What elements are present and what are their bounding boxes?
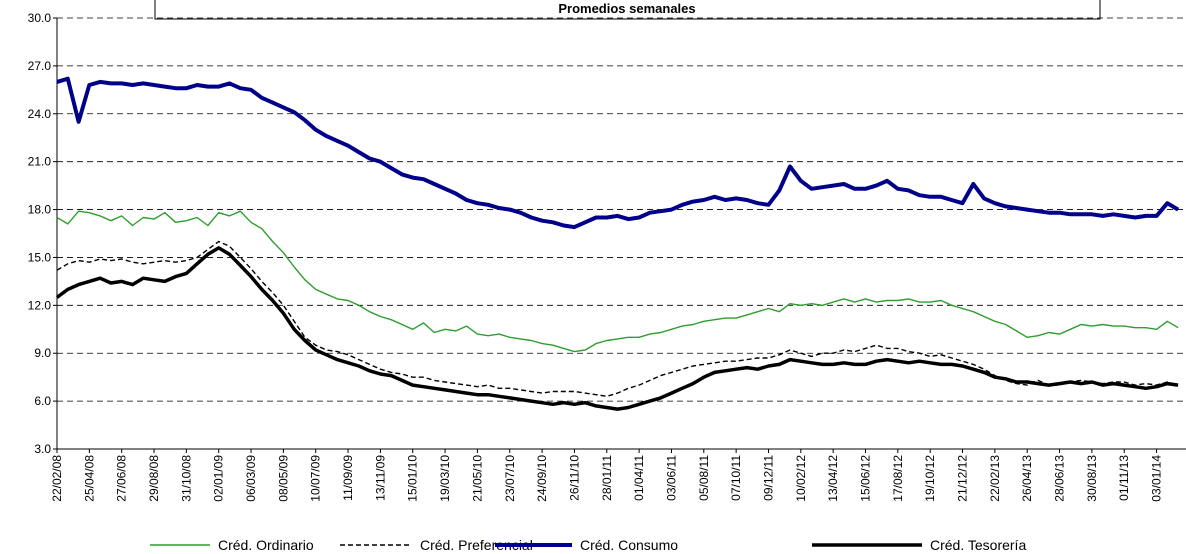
x-tick-label: 02/01/09 (212, 455, 226, 502)
x-tick-label: 15/06/12 (859, 455, 873, 502)
legend-label: Créd. Tesorería (930, 537, 1026, 553)
series-line (55, 246, 1179, 411)
x-tick-label: 31/10/08 (179, 455, 193, 502)
x-tick-label: 29/08/08 (147, 455, 161, 502)
series-line (56, 76, 1180, 230)
x-tick-label: 25/04/08 (82, 455, 96, 502)
x-tick-label: 01/04/11 (632, 455, 646, 501)
x-tick-label: 07/10/11 (729, 455, 743, 501)
x-tick-label: 26/04/13 (1020, 455, 1034, 502)
x-tick-label: 09/12/11 (761, 455, 775, 501)
x-tick-label: 08/05/09 (276, 455, 290, 502)
legend-label: Créd. Consumo (580, 537, 678, 553)
y-tick-label: 15.0 (28, 250, 52, 264)
legend-label: Créd. Ordinario (218, 537, 314, 553)
x-tick-label: 21/05/10 (470, 455, 484, 502)
x-tick-label: 26/11/10 (567, 455, 581, 501)
chart-title: Promedios semanales (558, 1, 695, 16)
series-line (56, 240, 1179, 397)
legend-label: Créd. Preferencial (420, 537, 533, 553)
y-tick-label: 18.0 (28, 203, 52, 217)
x-tick-label: 13/11/09 (373, 455, 387, 501)
x-tick-label: 15/01/10 (406, 455, 420, 502)
x-tick-label: 22/02/13 (988, 455, 1002, 502)
x-tick-label: 27/06/08 (115, 455, 129, 502)
x-tick-label: 23/07/10 (503, 455, 517, 502)
x-tick-label: 17/08/12 (891, 455, 905, 502)
y-tick-label: 30.0 (28, 11, 52, 25)
y-tick-label: 21.0 (28, 155, 52, 169)
x-tick-label: 11/09/09 (341, 455, 355, 501)
y-tick-label: 3.0 (34, 442, 51, 456)
y-tick-label: 12.0 (28, 298, 52, 312)
x-tick-label: 13/04/12 (826, 455, 840, 502)
x-tick-label: 03/01/14 (1150, 455, 1164, 502)
x-tick-label: 21/12/12 (956, 455, 970, 502)
y-tick-label: 27.0 (28, 59, 52, 73)
x-tick-label: 30/08/13 (1085, 455, 1099, 502)
y-tick-label: 24.0 (28, 107, 52, 121)
x-tick-label: 28/01/11 (600, 455, 614, 501)
x-tick-label: 19/10/12 (923, 455, 937, 502)
x-tick-label: 05/08/11 (697, 455, 711, 501)
title-box (154, 0, 1101, 20)
x-tick-label: 01/11/13 (1117, 455, 1131, 501)
x-tick-label: 22/02/08 (50, 455, 64, 502)
x-tick-label: 03/06/11 (664, 455, 678, 501)
x-tick-label: 10/02/12 (794, 455, 808, 502)
x-tick-label: 19/03/10 (438, 455, 452, 502)
y-tick-label: 9.0 (34, 346, 51, 360)
x-tick-label: 28/06/13 (1053, 455, 1067, 502)
x-tick-label: 10/07/09 (309, 455, 323, 502)
x-tick-label: 06/03/09 (244, 455, 258, 502)
y-tick-label: 6.0 (34, 394, 51, 408)
x-tick-label: 24/09/10 (535, 455, 549, 502)
series-line (56, 210, 1179, 353)
